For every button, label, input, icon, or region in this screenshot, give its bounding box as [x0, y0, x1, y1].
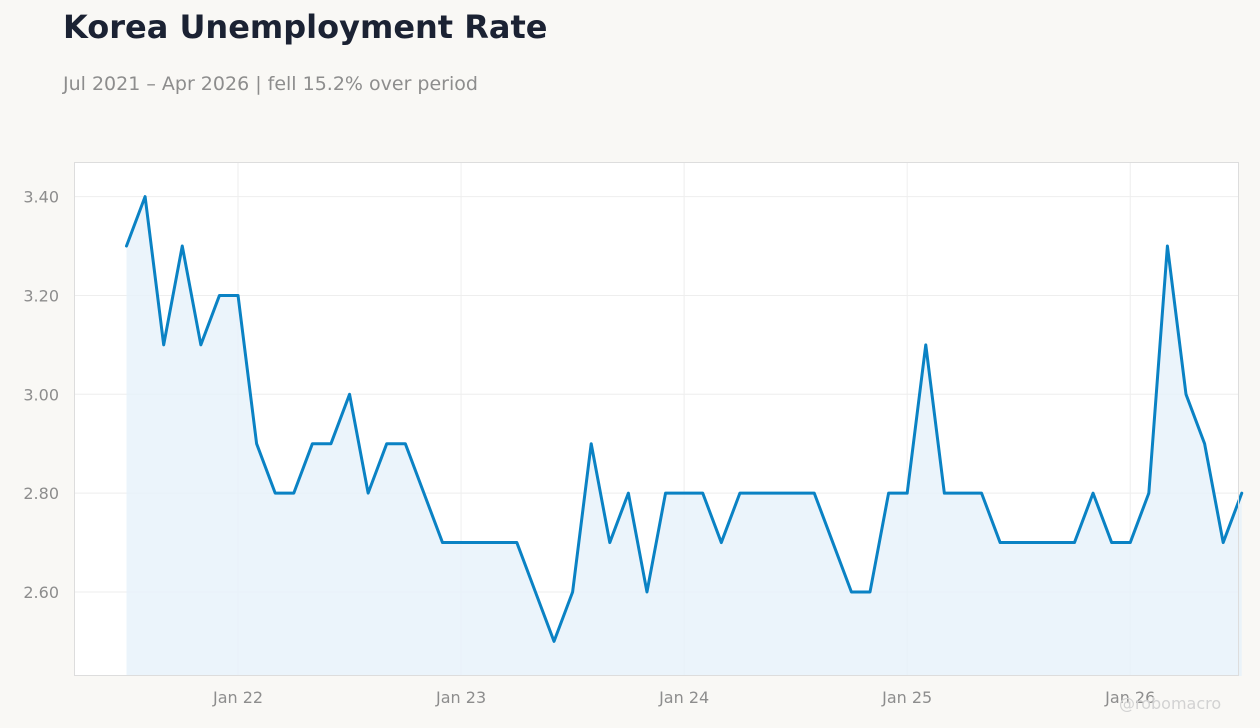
data-point [942, 491, 946, 495]
series-line [125, 195, 1244, 643]
data-point [831, 541, 835, 545]
data-point [180, 244, 184, 248]
data-point [924, 343, 928, 347]
data-point [1035, 541, 1039, 545]
data-point [236, 293, 240, 297]
x-tick-label: Jan 23 [435, 688, 486, 707]
data-point [961, 491, 965, 495]
data-point [348, 392, 352, 396]
data-point [887, 491, 891, 495]
data-point [1054, 541, 1058, 545]
data-point [552, 639, 556, 643]
data-point [478, 541, 482, 545]
data-point [626, 491, 630, 495]
data-point [849, 590, 853, 594]
data-point [403, 442, 407, 446]
data-point [589, 442, 593, 446]
y-axis-tick-labels: 2.60 2.80 3.00 3.20 3.40 [23, 188, 59, 602]
data-point [162, 343, 166, 347]
x-axis-tick-labels: Jan 22 Jan 23 Jan 24 Jan 25 Jan 26 [212, 688, 1155, 707]
y-tick-label: 3.20 [23, 286, 59, 305]
data-point [701, 491, 705, 495]
data-point [812, 491, 816, 495]
data-point [775, 491, 779, 495]
data-point [329, 442, 333, 446]
data-point [292, 491, 296, 495]
data-point [459, 541, 463, 545]
data-point [515, 541, 519, 545]
data-point [1184, 392, 1188, 396]
data-point [905, 491, 909, 495]
data-point [980, 491, 984, 495]
data-point [217, 293, 221, 297]
data-point [1240, 491, 1244, 495]
data-point [794, 491, 798, 495]
plot-frame [74, 162, 1239, 676]
data-point [664, 491, 668, 495]
data-point [273, 491, 277, 495]
data-point [738, 491, 742, 495]
data-point [998, 541, 1002, 545]
data-point [366, 491, 370, 495]
data-point [682, 491, 686, 495]
y-tick-label: 3.40 [23, 188, 59, 207]
x-tick-label: Jan 24 [658, 688, 709, 707]
data-point [1110, 541, 1114, 545]
data-point [255, 442, 259, 446]
data-point [1165, 244, 1169, 248]
data-point [143, 195, 147, 199]
data-point [608, 541, 612, 545]
data-point [719, 541, 723, 545]
data-point [422, 491, 426, 495]
data-point [571, 590, 575, 594]
data-point [868, 590, 872, 594]
data-point [1128, 541, 1132, 545]
data-point [199, 343, 203, 347]
data-point [125, 244, 129, 248]
data-point [645, 590, 649, 594]
data-point [1091, 491, 1095, 495]
data-point [1017, 541, 1021, 545]
data-point [1221, 541, 1225, 545]
data-point [1072, 541, 1076, 545]
data-point [310, 442, 314, 446]
data-point [1203, 442, 1207, 446]
chart-subtitle: Jul 2021 – Apr 2026 | fell 15.2% over pe… [63, 73, 478, 95]
y-tick-label: 3.00 [23, 385, 59, 404]
x-tick-label: Jan 22 [212, 688, 263, 707]
chart-title: Korea Unemployment Rate [63, 8, 548, 46]
data-point [533, 590, 537, 594]
data-point [1147, 491, 1151, 495]
x-tick-label: Jan 25 [881, 688, 932, 707]
y-tick-label: 2.80 [23, 484, 59, 503]
x-tick-label: Jan 26 [1104, 688, 1155, 707]
data-point [440, 541, 444, 545]
data-point [496, 541, 500, 545]
series-area-fill [126, 196, 1242, 676]
y-tick-label: 2.60 [23, 583, 59, 602]
data-point [756, 491, 760, 495]
data-point [385, 442, 389, 446]
watermark: @robomacro [1119, 694, 1222, 713]
